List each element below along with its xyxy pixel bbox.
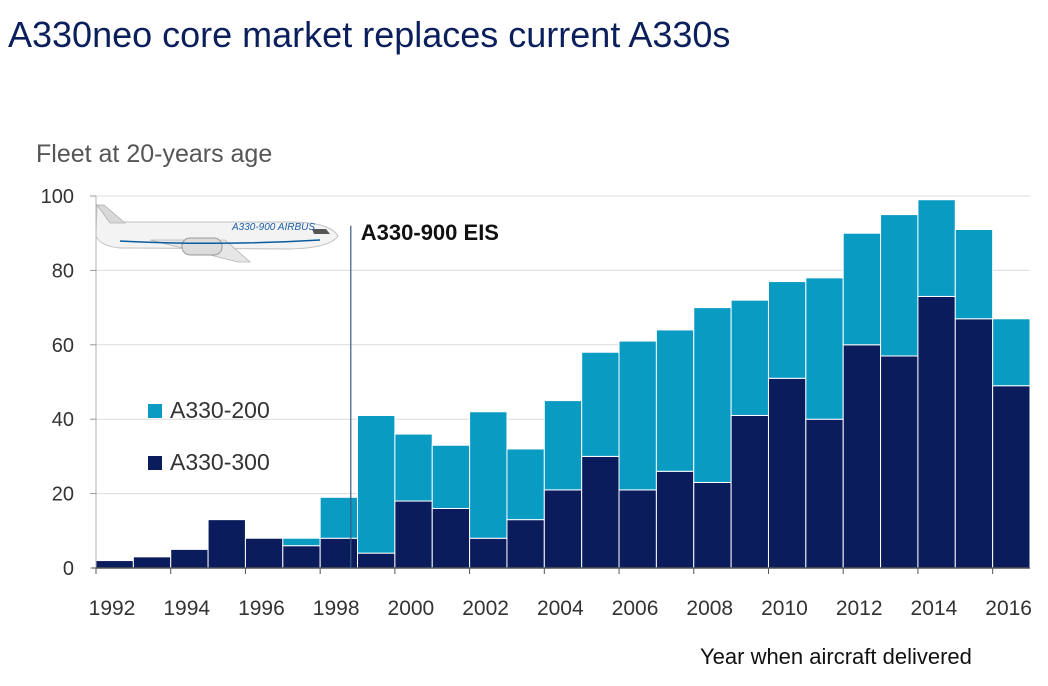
x-tick-label: 1998 [313,597,360,620]
bar-a330-300-2016 [992,385,1031,569]
bar-a330-300-2011 [805,418,844,569]
bar-a330-300-2005 [581,455,620,569]
x-tick-label: 2008 [686,597,733,620]
bar-a330-200-2014 [917,199,956,297]
y-tick-label: 80 [52,260,74,282]
bar-a330-200-2012 [842,232,882,346]
legend-swatch-a330-200 [148,404,162,418]
x-tick-label: 1992 [89,597,136,620]
bar-a330-200-2006 [618,340,657,491]
bar-a330-200-2004 [543,400,583,491]
bar-a330-300-2006 [618,489,657,569]
bar-a330-200-2015 [954,228,994,320]
bar-a330-200-2008 [693,307,732,483]
legend-label-a330-300: A330-300 [170,449,270,475]
x-tick-label: 2012 [836,597,883,620]
legend: A330-200 A330-300 [148,397,270,475]
x-tick-label: 2016 [985,597,1032,620]
y-axis-label: Fleet at 20-years age [36,140,273,168]
bar-a330-200-2010 [767,281,807,379]
legend-label-a330-200: A330-200 [170,397,270,423]
bar-a330-300-2004 [543,489,583,569]
bar-a330-300-2002 [469,537,508,569]
bar-a330-200-2005 [581,351,620,457]
bar-a330-200-2000 [394,433,433,502]
bar-a330-200-2001 [431,444,471,509]
x-tick-label: 2010 [761,597,808,620]
bar-a330-300-1992 [95,560,134,569]
annotation-eis: A330-900 EIS [361,220,499,245]
x-tick-label: 2006 [612,597,659,620]
x-tick-label: 1994 [163,597,210,620]
y-tick-label: 0 [63,558,74,580]
bar-a330-300-2015 [954,318,994,569]
x-tick-label: 1996 [238,597,285,620]
airplane-icon: A330-900 AIRBUS [95,203,339,263]
y-tick-label: 100 [41,186,74,208]
bar-a330-300-1997 [282,545,321,569]
page-title: A330neo core market replaces current A33… [8,14,731,55]
bar-a330-200-2011 [805,277,844,420]
bar-a330-300-2012 [842,344,882,569]
bar-a330-300-1995 [207,519,246,569]
bar-a330-200-1997 [282,537,321,547]
bar-a330-300-2003 [506,519,545,569]
bar-a330-300-2010 [767,377,807,569]
bar-a330-300-2007 [655,470,695,569]
bar-a330-300-2013 [880,355,919,569]
bar-a330-300-1999 [357,552,396,569]
bar-a330-300-2001 [431,507,471,569]
bar-a330-200-1999 [357,414,396,554]
x-axis-label: Year when aircraft delivered [700,644,972,669]
bar-a330-200-1998 [319,496,359,539]
bar-a330-200-2013 [880,214,919,357]
x-tick-label: 2014 [911,597,958,620]
bar-a330-300-2014 [917,295,956,569]
bar-a330-300-1996 [244,537,284,569]
bar-a330-200-2009 [730,299,769,416]
bar-a330-200-2007 [655,329,695,472]
bar-a330-300-1994 [170,548,209,569]
bar-a330-300-1998 [319,537,359,569]
x-tick-label: 2000 [388,597,435,620]
bar-a330-300-1993 [132,556,172,569]
bar-a330-200-2003 [506,448,545,521]
bar-a330-200-2016 [992,318,1031,387]
bar-a330-300-2008 [693,481,732,569]
airplane-livery-text: A330-900 AIRBUS [231,222,315,233]
bar-a330-300-2009 [730,414,769,569]
y-tick-label: 40 [52,409,74,431]
x-tick-label: 2004 [537,597,584,620]
bar-a330-200-2002 [469,411,508,539]
x-tick-label: 2002 [462,597,509,620]
y-tick-label: 60 [52,335,74,357]
legend-swatch-a330-300 [148,456,162,470]
y-tick-label: 20 [52,484,74,506]
bar-a330-300-2000 [394,500,433,569]
